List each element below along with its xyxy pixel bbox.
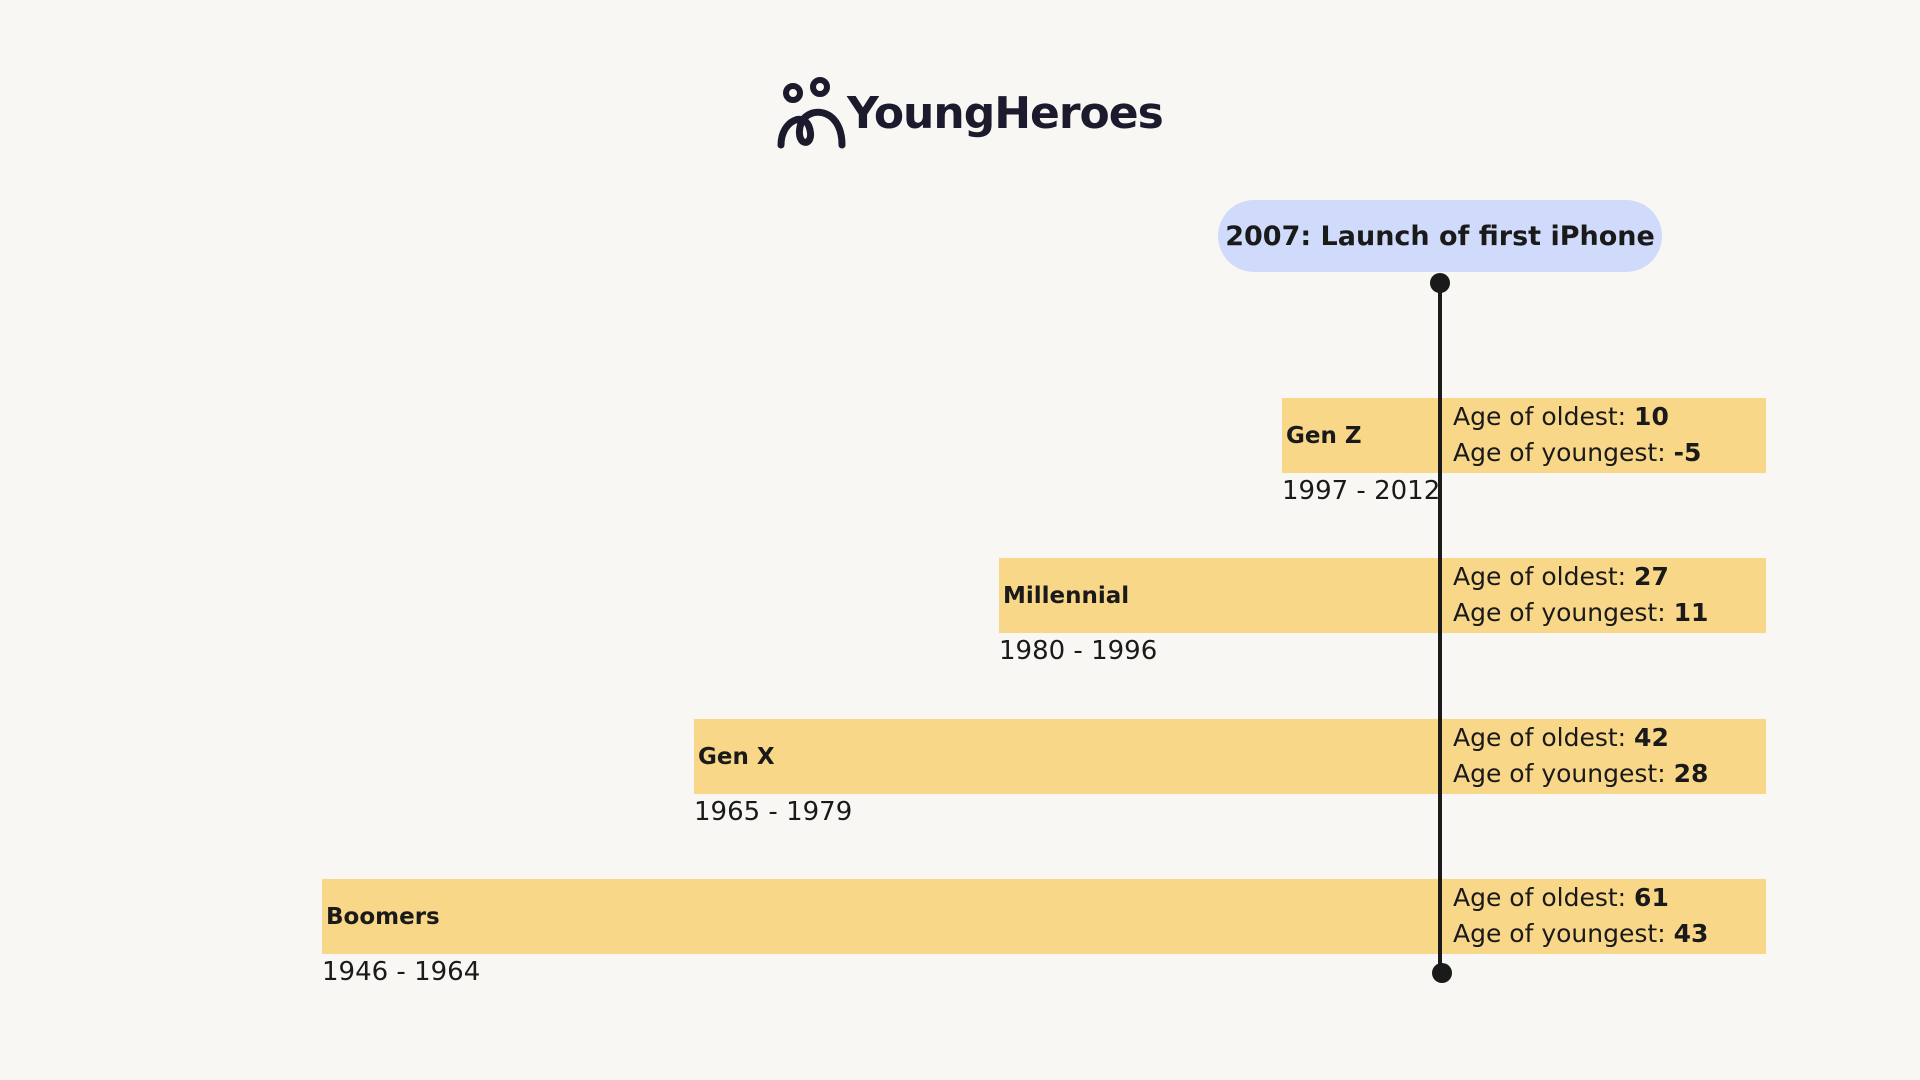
age-value: 43 xyxy=(1673,919,1709,948)
generation-years: 1997 - 2012 xyxy=(1282,476,1441,506)
age-label: Age of youngest: xyxy=(1453,598,1666,627)
age-line: Age of oldest: 42 xyxy=(1453,723,1669,752)
age-label: Age of oldest: xyxy=(1453,562,1627,591)
generation-years: 1946 - 1964 xyxy=(322,957,481,987)
generation-years: 1980 - 1996 xyxy=(999,636,1158,666)
age-value: 42 xyxy=(1634,723,1669,752)
age-value: 11 xyxy=(1673,598,1709,627)
logo-text: YoungHeroes xyxy=(847,88,1164,139)
generation-name: Boomers xyxy=(326,903,440,930)
age-line: Age of oldest: 27 xyxy=(1453,562,1669,591)
age-value: 10 xyxy=(1634,402,1669,431)
generation-name: Millennial xyxy=(1003,582,1130,609)
line-end xyxy=(1432,963,1452,983)
age-label: Age of oldest: xyxy=(1453,883,1627,912)
age-label: Age of oldest: xyxy=(1453,402,1627,431)
generation-bar xyxy=(999,558,1766,633)
age-value: 27 xyxy=(1634,562,1669,591)
age-label: Age of youngest: xyxy=(1453,919,1666,948)
age-label: Age of oldest: xyxy=(1453,723,1627,752)
age-label: Age of youngest: xyxy=(1453,759,1666,788)
age-line: Age of youngest: 11 xyxy=(1453,598,1708,627)
callout-text: 2007: Launch of first iPhone xyxy=(1225,220,1655,252)
generation-years: 1965 - 1979 xyxy=(694,797,853,827)
timeline-line xyxy=(1438,283,1442,973)
generation-bar xyxy=(694,719,1766,794)
generation-bar xyxy=(1282,398,1766,473)
age-line: Age of youngest: 28 xyxy=(1453,759,1708,788)
age-label: Age of youngest: xyxy=(1453,438,1666,467)
age-line: Age of youngest: -5 xyxy=(1453,438,1701,467)
logo-icon xyxy=(777,77,846,149)
age-value: -5 xyxy=(1673,438,1702,467)
age-value: 61 xyxy=(1634,883,1669,912)
generation-bar xyxy=(322,879,1766,954)
age-line: Age of youngest: 43 xyxy=(1453,919,1708,948)
generation-name: Gen X xyxy=(698,743,775,770)
callout: 2007: Launch of first iPhone xyxy=(1218,200,1662,272)
age-value: 28 xyxy=(1673,759,1709,788)
age-line: Age of oldest: 61 xyxy=(1453,883,1669,912)
line-start xyxy=(1430,273,1450,293)
generation-name: Gen Z xyxy=(1286,422,1362,449)
age-line: Age of oldest: 10 xyxy=(1453,402,1669,431)
